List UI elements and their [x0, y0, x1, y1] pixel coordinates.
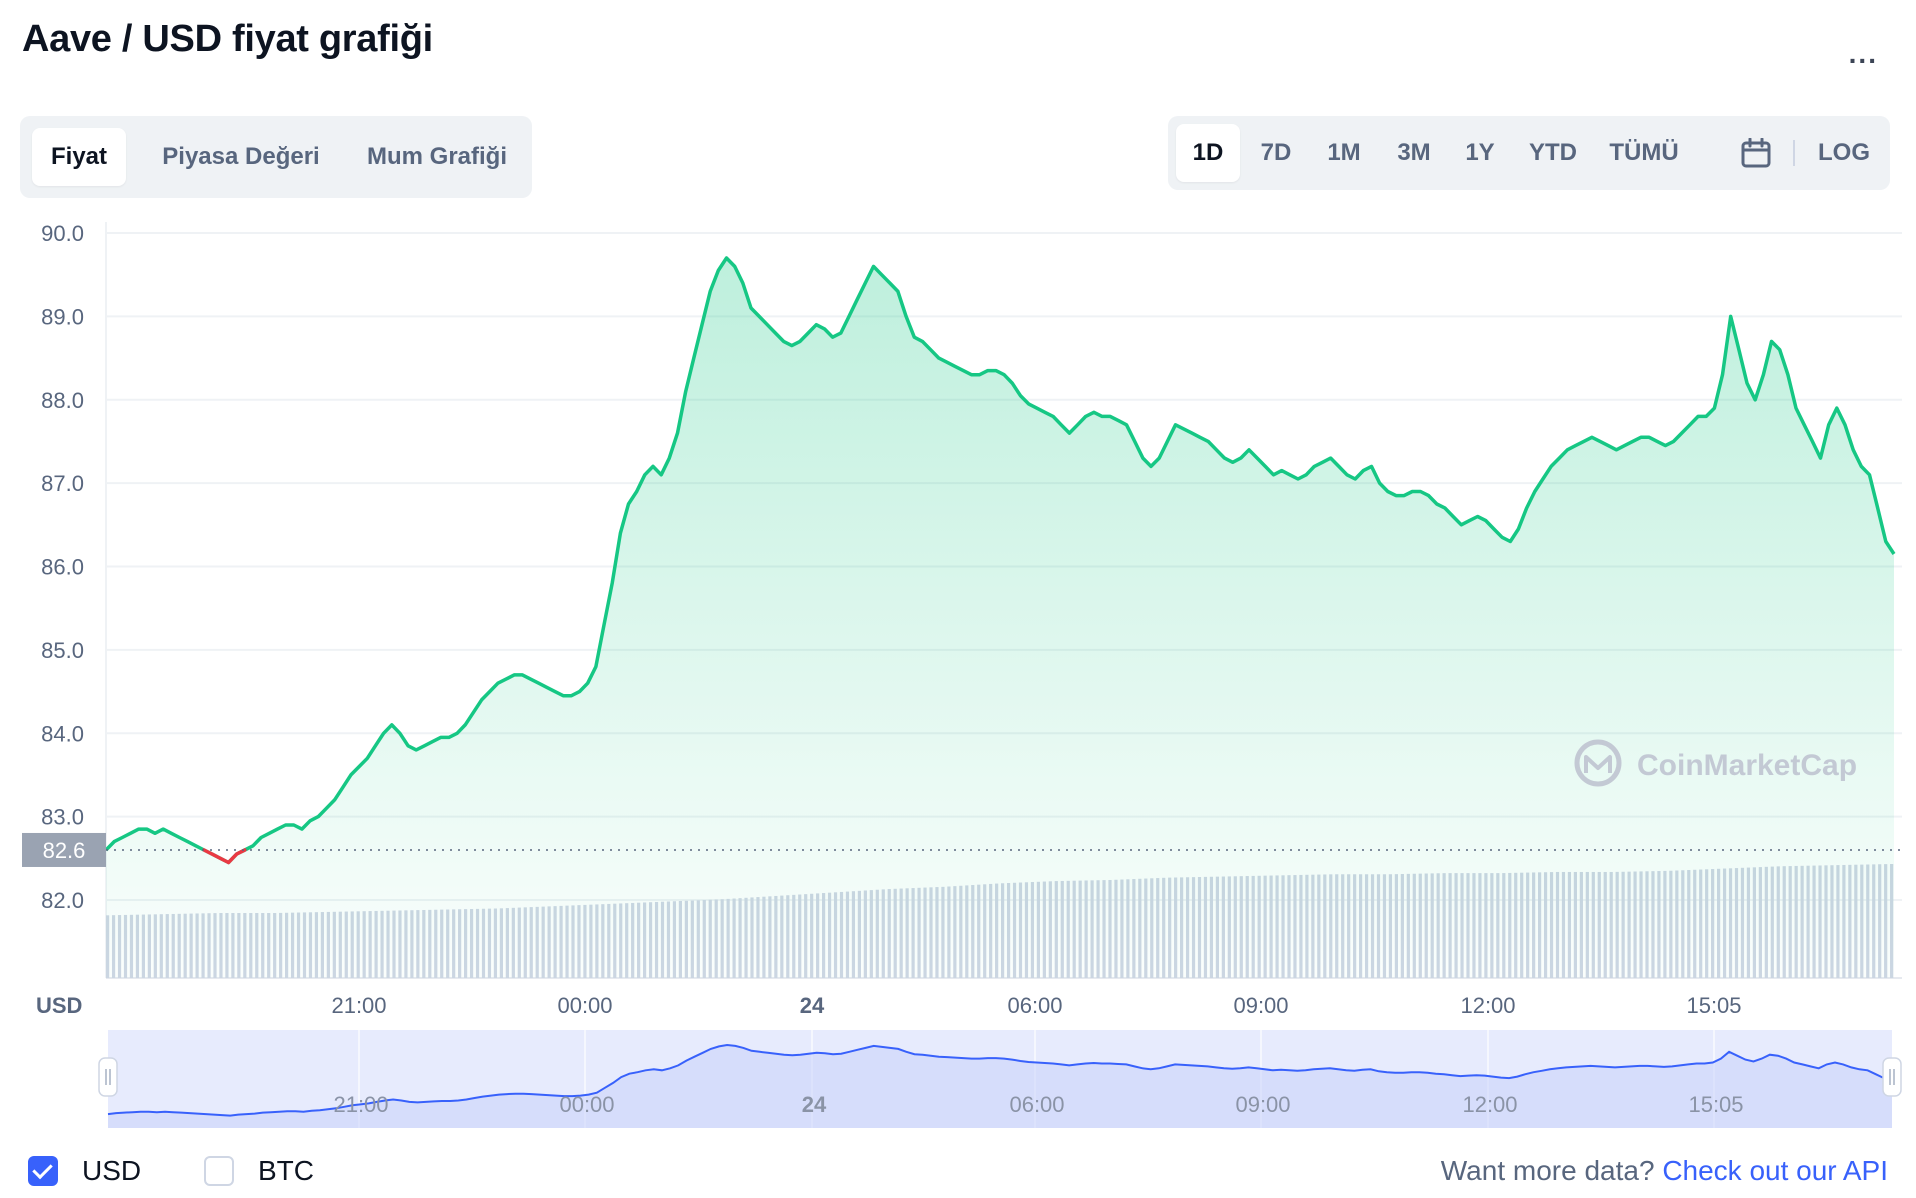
navigator-tick-label: 12:00	[1462, 1092, 1517, 1117]
y-tick-label: 84.0	[41, 721, 84, 746]
navigator-tick-label: 21:00	[333, 1092, 388, 1117]
more-options-button[interactable]: ...	[1848, 38, 1878, 69]
x-tick-label: 09:00	[1233, 993, 1288, 1018]
range-divider	[1793, 140, 1795, 166]
view-tabs: Fiyat Piyasa Değeri Mum Grafiği	[20, 116, 532, 198]
coinmarketcap-logo-mark	[1584, 755, 1612, 773]
price-line-below-open	[202, 848, 247, 865]
y-tick-label: 83.0	[41, 805, 84, 830]
price-area	[106, 258, 1894, 978]
btc-checkbox-label: BTC	[258, 1155, 314, 1186]
open-price-label: 82.6	[43, 838, 86, 863]
x-tick-label: 06:00	[1007, 993, 1062, 1018]
watermark-text: CoinMarketCap	[1637, 749, 1857, 782]
tab-market-cap[interactable]: Piyasa Değeri	[162, 143, 320, 170]
btc-checkbox[interactable]	[204, 1156, 234, 1186]
calendar-icon[interactable]	[1730, 124, 1782, 182]
log-scale-button[interactable]: LOG	[1818, 139, 1870, 166]
y-tick-label: 85.0	[41, 638, 84, 663]
page-title: Aave / USD fiyat grafiği	[22, 18, 433, 60]
tab-candlestick[interactable]: Mum Grafiği	[366, 143, 507, 170]
open-price-badge	[22, 832, 106, 867]
y-tick-label: 86.0	[41, 555, 84, 580]
y-tick-label: 90.0	[41, 221, 84, 246]
api-promo-text: Want more data?	[1440, 1155, 1655, 1186]
y-tick-label: 88.0	[41, 388, 84, 413]
x-tick-label: 15:05	[1686, 993, 1741, 1018]
y-tick-label: 82.0	[41, 888, 84, 913]
range-1m[interactable]: 1M	[1327, 139, 1361, 166]
navigator-handle-left[interactable]	[98, 1057, 118, 1097]
y-unit-label: USD	[36, 993, 82, 1018]
price-line	[104, 256, 1896, 865]
range-3m[interactable]: 3M	[1397, 139, 1431, 166]
range-tabs: 1D 7D 1M 3M 1Y YTD TÜMÜ LOG	[1168, 116, 1890, 190]
range-all[interactable]: TÜMÜ	[1609, 139, 1679, 166]
y-tick-label: 87.0	[41, 471, 84, 496]
navigator-tick-label: 24	[802, 1092, 827, 1117]
usd-checkbox-label: USD	[82, 1155, 142, 1186]
navigator-area	[108, 1045, 1892, 1128]
x-tick-label: 24	[800, 993, 825, 1018]
range-1d[interactable]: 1D	[1176, 124, 1240, 182]
x-tick-label: 21:00	[331, 993, 386, 1018]
range-ytd[interactable]: YTD	[1529, 139, 1577, 166]
api-link[interactable]: Check out our API	[1662, 1155, 1888, 1186]
range-7d[interactable]: 7D	[1260, 139, 1292, 166]
navigator-tick-label: 00:00	[559, 1092, 614, 1117]
x-tick-label: 00:00	[557, 993, 612, 1018]
usd-checkbox[interactable]	[28, 1156, 58, 1186]
tab-price[interactable]: Fiyat	[32, 128, 126, 186]
calendar-icon-glyph	[1741, 138, 1771, 168]
navigator-tick-label: 09:00	[1235, 1092, 1290, 1117]
x-tick-label: 12:00	[1460, 993, 1515, 1018]
navigator-tick-label: 15:05	[1688, 1092, 1743, 1117]
coinmarketcap-logo-icon	[1574, 739, 1622, 787]
api-promo: Want more data? Check out our API	[1441, 1156, 1888, 1186]
navigator-tick-label: 06:00	[1009, 1092, 1064, 1117]
navigator-handle-right[interactable]	[1882, 1057, 1902, 1097]
navigator-line	[107, 1043, 1893, 1117]
range-1y[interactable]: 1Y	[1465, 139, 1495, 166]
y-tick-label: 89.0	[41, 304, 84, 329]
